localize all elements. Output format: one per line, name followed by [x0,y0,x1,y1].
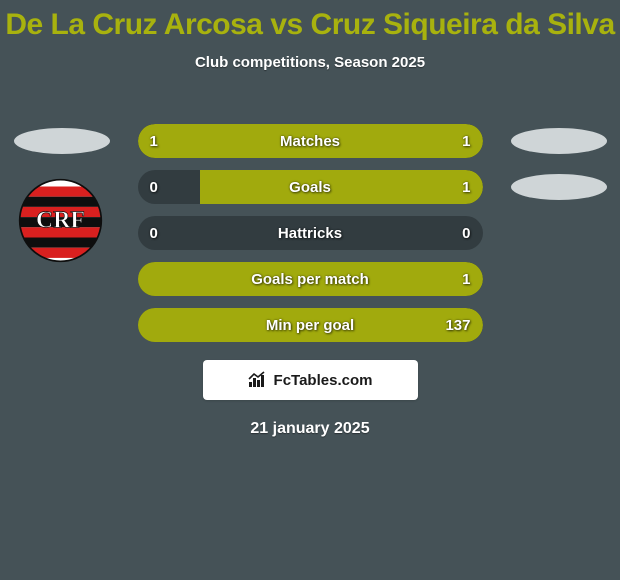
stat-bar: 0 0 Hattricks [138,216,483,250]
stat-left-value: 0 [150,216,158,250]
right-player-slot [499,118,619,164]
stat-bar: 137 Min per goal [138,308,483,342]
left-player-slot [2,118,122,164]
bar-chart-icon [248,371,268,389]
stat-left-value: 0 [150,170,158,204]
right-player-slot [499,164,619,210]
right-player-slot [499,210,619,256]
stat-bar-right-fill [310,124,483,158]
stat-bar: 0 1 Goals [138,170,483,204]
right-player-slot [499,302,619,348]
left-player-slot [2,302,122,348]
player-oval-placeholder [511,128,607,154]
stat-bar-right-fill [138,308,483,342]
player-oval-placeholder [14,128,110,154]
stat-row: 1 1 Matches [0,118,620,164]
flamengo-crest: CRF [18,178,103,263]
page-title: De La Cruz Arcosa vs Cruz Siqueira da Si… [0,0,620,42]
player-oval-placeholder [511,174,607,200]
stat-bar: 1 1 Matches [138,124,483,158]
stat-bar-left-fill [138,124,311,158]
comparison-body: 1 1 Matches 0 1 Goals [0,118,620,438]
stat-right-value: 0 [462,216,470,250]
brand-text: FcTables.com [274,372,373,389]
subtitle: Club competitions, Season 2025 [0,54,620,71]
stat-bar-right-fill [138,262,483,296]
comparison-stage: De La Cruz Arcosa vs Cruz Siqueira da Si… [0,0,620,580]
stat-row: 137 Min per goal [0,302,620,348]
stat-label: Hattricks [138,216,483,250]
stat-bar: 1 Goals per match [138,262,483,296]
stat-bar-right-fill [200,170,483,204]
date-text: 21 january 2025 [0,420,620,438]
crest-monogram: CRF [36,207,85,233]
right-player-slot [499,256,619,302]
brand-box[interactable]: FcTables.com [203,360,418,400]
